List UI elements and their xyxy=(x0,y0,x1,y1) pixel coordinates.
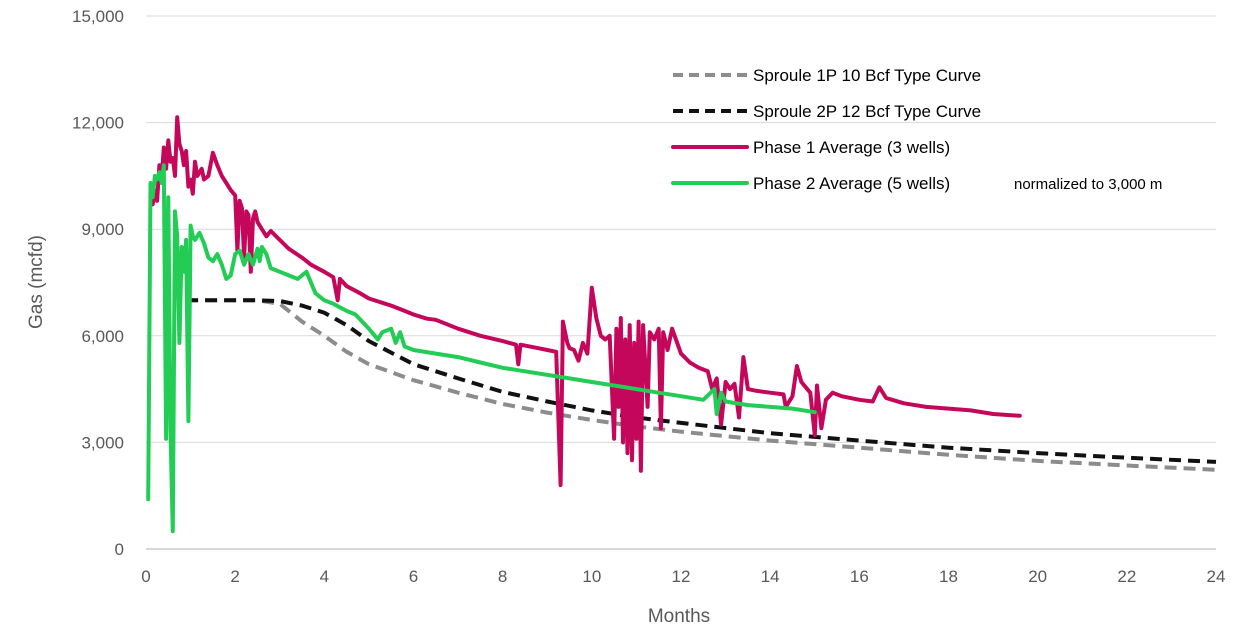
x-tick-label: 10 xyxy=(582,567,601,586)
x-tick-label: 24 xyxy=(1207,567,1226,586)
legend-label: Phase 1 Average (3 wells) xyxy=(753,138,950,157)
y-tick-label: 15,000 xyxy=(72,7,124,26)
series-line-sproule-1p-10-bcf-type-curve xyxy=(186,298,1217,472)
x-tick-label: 14 xyxy=(761,567,780,586)
x-tick-label: 12 xyxy=(672,567,691,586)
x-tick-label: 4 xyxy=(320,567,329,586)
x-tick-label: 22 xyxy=(1117,567,1136,586)
legend-label: Sproule 2P 12 Bcf Type Curve xyxy=(753,102,981,121)
series-lines xyxy=(146,115,1217,534)
x-tick-label: 20 xyxy=(1028,567,1047,586)
x-tick-label: 8 xyxy=(498,567,507,586)
x-tick-label: 18 xyxy=(939,567,958,586)
y-tick-label: 0 xyxy=(115,540,124,559)
gridlines xyxy=(146,15,1216,443)
series-line-phase-1-average-3-wells xyxy=(150,115,1022,487)
x-tick-labels: 0 2 4 6 8 10 12 14 16 18 20 22 24 xyxy=(141,567,1225,586)
legend-normalization-note: normalized to 3,000 m xyxy=(1014,176,1162,193)
y-tick-label: 12,000 xyxy=(72,114,124,133)
x-tick-label: 0 xyxy=(141,567,150,586)
y-tick-labels: 0 3,000 6,000 9,000 12,000 15,000 xyxy=(72,7,124,559)
x-axis-title: Months xyxy=(648,606,710,627)
x-tick-label: 2 xyxy=(230,567,239,586)
y-tick-label: 6,000 xyxy=(81,327,124,346)
series-line-sproule-2p-12-bcf-type-curve xyxy=(186,298,1217,464)
legend-label: Sproule 1P 10 Bcf Type Curve xyxy=(753,66,981,85)
y-axis-title: Gas (mcfd) xyxy=(26,235,47,329)
legend: Sproule 1P 10 Bcf Type Curve Sproule 2P 1… xyxy=(671,66,1162,193)
x-tick-label: 6 xyxy=(409,567,418,586)
legend-label: Phase 2 Average (5 wells) xyxy=(753,174,950,193)
y-tick-label: 9,000 xyxy=(81,220,124,239)
x-tick-label: 16 xyxy=(850,567,869,586)
series-line-phase-2-average-5-wells xyxy=(146,163,817,534)
y-tick-label: 3,000 xyxy=(81,433,124,452)
